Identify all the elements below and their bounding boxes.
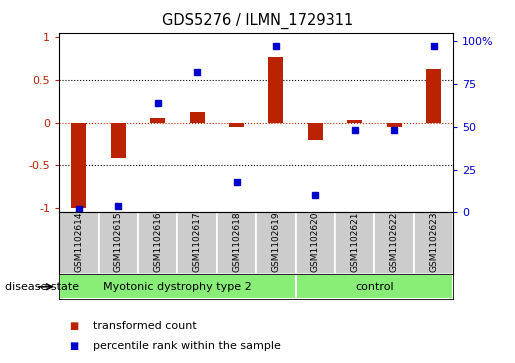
Bar	[72, 123, 87, 208]
Text: disease state: disease state	[5, 282, 79, 292]
Text: GSM1102622: GSM1102622	[390, 212, 399, 272]
Text: ■: ■	[70, 321, 79, 331]
Text: Myotonic dystrophy type 2: Myotonic dystrophy type 2	[103, 282, 252, 292]
Text: GSM1102614: GSM1102614	[75, 212, 83, 272]
Text: transformed count: transformed count	[93, 321, 196, 331]
Text: percentile rank within the sample: percentile rank within the sample	[93, 341, 281, 351]
Text: GSM1102621: GSM1102621	[350, 212, 359, 272]
Bar	[414, 212, 453, 274]
Bar	[138, 212, 177, 274]
Bar	[217, 212, 256, 274]
Text: GSM1102617: GSM1102617	[193, 212, 201, 272]
Bar	[59, 274, 296, 299]
Bar	[59, 212, 99, 274]
Text: GSM1102616: GSM1102616	[153, 212, 162, 272]
Bar	[308, 123, 323, 140]
Bar	[111, 123, 126, 158]
Bar	[229, 123, 244, 127]
Bar	[177, 212, 217, 274]
Bar	[99, 212, 138, 274]
Bar	[387, 123, 402, 127]
Bar	[374, 212, 414, 274]
Bar	[426, 69, 441, 123]
Text: GSM1102615: GSM1102615	[114, 212, 123, 272]
Bar	[150, 118, 165, 123]
Bar	[335, 212, 374, 274]
Bar	[268, 57, 283, 123]
Bar	[256, 212, 296, 274]
Text: control: control	[355, 282, 393, 292]
Bar	[296, 212, 335, 274]
Text: GSM1102623: GSM1102623	[429, 212, 438, 272]
Bar	[347, 120, 362, 123]
Text: GSM1102618: GSM1102618	[232, 212, 241, 272]
Text: GDS5276 / ILMN_1729311: GDS5276 / ILMN_1729311	[162, 13, 353, 29]
Bar	[190, 112, 204, 123]
Text: GSM1102620: GSM1102620	[311, 212, 320, 272]
Text: ■: ■	[70, 341, 79, 351]
Bar	[296, 274, 453, 299]
Text: GSM1102619: GSM1102619	[271, 212, 280, 272]
